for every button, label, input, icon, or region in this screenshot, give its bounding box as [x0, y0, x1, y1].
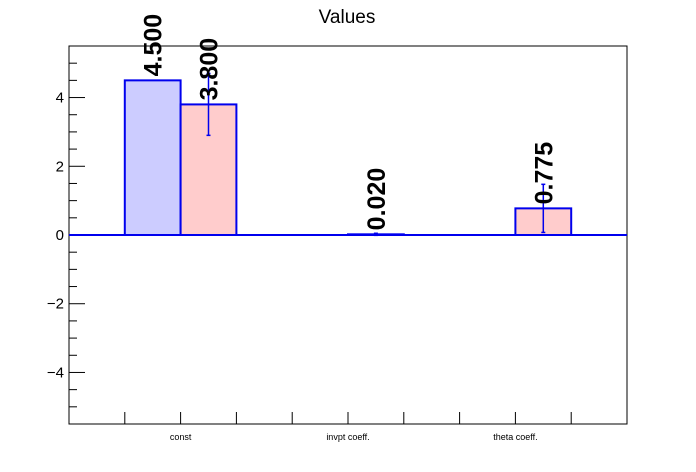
data-label: 4.500 — [140, 14, 168, 77]
x-category-label: const — [170, 432, 192, 442]
x-axis: const invpt coeff. theta coeff. — [124, 412, 572, 442]
data-label: 0.020 — [363, 168, 391, 231]
x-category-label: theta coeff. — [493, 432, 537, 442]
data-label: 0.775 — [530, 142, 558, 205]
y-tick-label: 2 — [56, 158, 64, 175]
error-bars — [206, 72, 546, 237]
bar — [123, 79, 182, 237]
bars — [123, 79, 573, 237]
y-tick-label: 0 — [56, 227, 64, 244]
chart-title: Values — [319, 7, 376, 28]
y-tick-label: −4 — [47, 364, 64, 381]
value-labels: 4.500 3.800 0.020 0.775 — [140, 14, 559, 231]
data-label: 3.800 — [196, 38, 224, 101]
y-tick-label: 4 — [56, 90, 64, 107]
y-tick-label: −2 — [47, 296, 64, 313]
x-category-label: invpt coeff. — [326, 432, 369, 442]
